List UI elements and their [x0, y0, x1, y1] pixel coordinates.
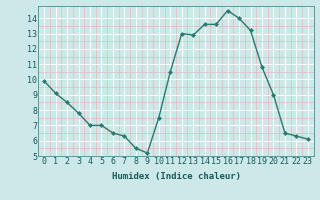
X-axis label: Humidex (Indice chaleur): Humidex (Indice chaleur) [111, 172, 241, 181]
